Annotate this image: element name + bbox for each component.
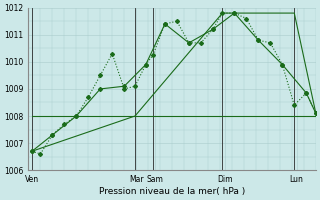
X-axis label: Pression niveau de la mer( hPa ): Pression niveau de la mer( hPa ): [99, 187, 245, 196]
